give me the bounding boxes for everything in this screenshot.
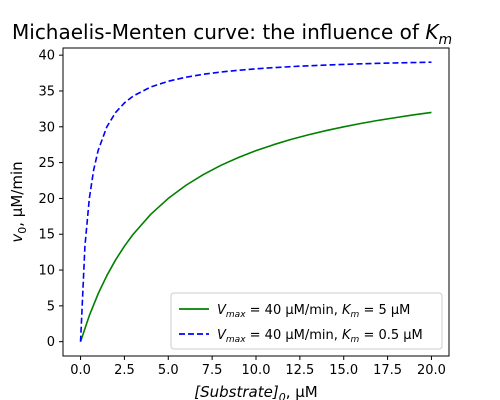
- x-axis-label: [Substrate]0, μM: [194, 383, 317, 400]
- legend: Vmax = 40 μM/min, Km = 5 μM Vmax = 40 μM…: [170, 292, 443, 350]
- chart-title-symbol: K: [425, 20, 440, 44]
- legend-entry-km-5: Vmax = 40 μM/min, Km = 5 μM: [217, 303, 410, 320]
- chart-title-subscript: m: [438, 32, 452, 48]
- x-tick-label-17-5: 17.5: [373, 363, 402, 378]
- y-tick-label-5: 5: [47, 299, 55, 314]
- y-tick-label-30: 30: [38, 120, 55, 135]
- series-line-km-5: [79, 111, 432, 342]
- x-axis-ticks: 0.0 2.5 5.0 7.5 10.0 12.5 15.0 17.5 20.0: [70, 356, 446, 378]
- y-tick-label-35: 35: [38, 84, 55, 99]
- legend-entry-km-0-5: Vmax = 40 μM/min, Km = 0.5 μM: [217, 328, 423, 345]
- y-tick-label-40: 40: [38, 49, 55, 64]
- x-axis-label-unit: , μM: [286, 383, 318, 400]
- y-tick-label-25: 25: [38, 156, 55, 171]
- series-line-km-0-5: [79, 61, 432, 342]
- x-tick-label-10-0: 10.0: [242, 363, 271, 378]
- x-tick-label-2-5: 2.5: [114, 363, 135, 378]
- y-tick-label-10: 10: [38, 264, 55, 279]
- x-tick-label-5-0: 5.0: [158, 363, 179, 378]
- y-axis-label-symbol: v: [8, 233, 26, 243]
- y-axis-label-subscript: 0: [16, 227, 29, 234]
- y-axis-label-unit: , μM/min: [8, 161, 26, 226]
- series-layer: [79, 61, 432, 342]
- x-tick-label-12-5: 12.5: [285, 363, 314, 378]
- y-axis-label: v0, μM/min: [8, 161, 29, 242]
- x-tick-label-15-0: 15.0: [329, 363, 358, 378]
- x-tick-label-0-0: 0.0: [70, 363, 91, 378]
- y-axis-ticks: 0 5 10 15 20 25 30 35 40: [38, 49, 63, 350]
- y-tick-label-20: 20: [38, 192, 55, 207]
- x-axis-label-symbol: [Substrate]: [194, 383, 279, 400]
- x-tick-label-7-5: 7.5: [202, 363, 223, 378]
- y-tick-label-0: 0: [47, 335, 55, 350]
- y-tick-label-15: 15: [38, 228, 55, 243]
- chart-title: Michaelis-Menten curve: the influence of…: [12, 20, 452, 48]
- chart-title-prefix: Michaelis-Menten curve: the influence of: [12, 20, 425, 44]
- x-tick-label-20-0: 20.0: [417, 363, 446, 378]
- legend-box: [170, 292, 443, 350]
- x-axis-label-subscript: 0: [279, 391, 286, 400]
